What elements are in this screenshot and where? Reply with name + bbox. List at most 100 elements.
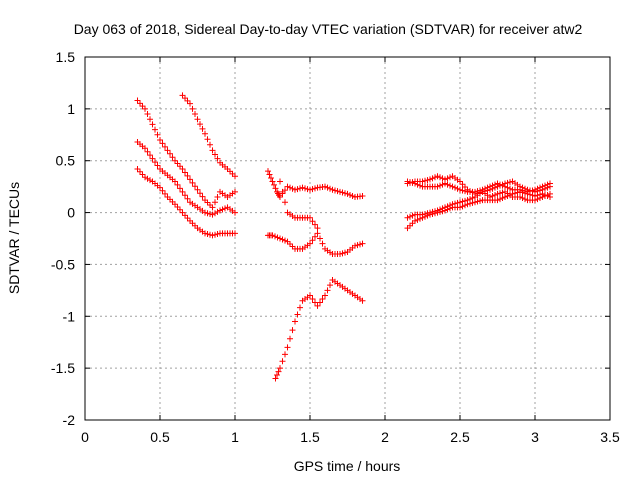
series-arc-11 [404,188,553,232]
data-point [309,237,316,244]
data-point [157,136,163,143]
data-point [197,190,203,197]
data-point [177,185,183,192]
data-point [272,375,279,382]
data-point [197,121,203,128]
data-point [194,116,201,123]
data-point [292,318,298,325]
data-point [199,193,206,200]
data-point [277,178,283,185]
data-point [207,141,213,148]
series-arc-4 [179,92,238,180]
data-point [317,299,323,306]
data-point [277,194,283,201]
data-point [192,183,198,190]
data-point [142,105,148,112]
x-tick-label: 2.5 [450,429,470,445]
data-point [192,111,198,118]
series-arc-3 [134,166,238,239]
data-point [154,162,161,169]
data-point [232,173,238,180]
x-tick-label: 1.5 [300,429,320,445]
data-point [282,351,288,358]
data-point [184,195,191,202]
data-point [189,179,196,186]
data-point [159,140,166,147]
data-point [152,159,158,166]
data-point [279,188,286,195]
data-point [142,145,148,152]
data-point [167,150,173,157]
data-point [232,209,238,216]
data-point [182,169,188,176]
data-point [154,131,161,138]
data-point [359,297,366,304]
series-arc-12 [404,178,553,221]
data-point [214,155,221,162]
data-point [266,171,273,178]
data-point [307,240,313,247]
data-point [265,168,271,175]
chart-title: Day 063 of 2018, Sidereal Day-to-day VTE… [74,21,583,37]
data-point [179,166,186,173]
data-point [319,240,326,247]
data-point [314,302,321,309]
data-point [189,105,196,112]
y-tick-label: 1.5 [56,49,76,65]
data-point [199,125,206,132]
data-point [269,178,276,185]
y-tick-label: -2 [63,412,76,428]
data-point [157,184,163,191]
series-arc-1 [134,97,238,211]
y-tick-label: -0.5 [51,256,75,272]
x-axis-label: GPS time / hours [294,458,401,474]
data-point [319,296,326,302]
x-tick-label: 0 [81,429,89,445]
data-point [547,183,553,190]
data-point [212,151,218,158]
data-point [282,199,288,206]
series-arc-2 [134,139,238,218]
axis-ticks: 0 0.5 1 1.5 2 2.5 3 3.5 -2 -1.5 -1 -0.5 0 0.5 1 1.5 [51,49,620,445]
data-point [232,230,238,237]
y-tick-label: 1 [67,101,75,117]
data-point [147,152,153,159]
data-point [322,292,328,299]
data-point [279,358,286,365]
data-point [268,175,274,181]
data-point [159,187,166,194]
data-point [162,143,168,150]
data-point [287,335,293,342]
data-point [289,327,296,334]
data-point [179,188,186,195]
series-arc-6 [265,230,366,258]
data-point [152,126,158,133]
data-point [272,185,279,192]
data-point [307,292,313,299]
data-point [149,121,156,128]
data-point [327,282,333,289]
data-point [162,190,168,197]
x-tick-label: 0.5 [150,429,170,445]
data-point [294,311,301,318]
x-tick-label: 1 [231,429,239,445]
x-tick-label: 3 [531,429,539,445]
data-point [309,296,316,302]
data-point [297,304,303,311]
y-tick-label: -1.5 [51,360,75,376]
data-point [174,181,181,188]
data-point [187,100,193,107]
data-point [359,192,366,199]
data-point [149,155,156,162]
data-points [134,92,553,382]
data-point [172,178,178,185]
y-tick-label: 0 [67,205,75,221]
series-arc-5 [265,168,366,201]
data-point [182,192,188,199]
data-point [209,147,216,154]
data-point [317,235,323,242]
data-point [274,372,280,379]
data-point [184,172,191,179]
data-point [204,136,211,143]
